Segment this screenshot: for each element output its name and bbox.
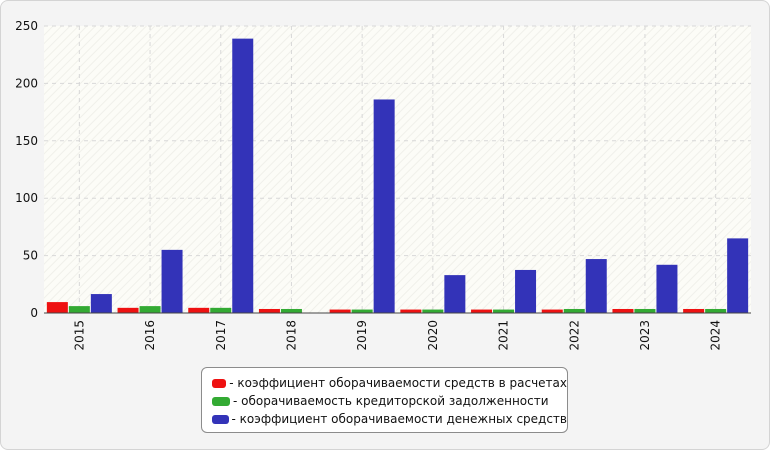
y-tick-label: 50	[23, 249, 38, 263]
bar	[139, 306, 161, 313]
bar	[258, 308, 280, 313]
bar	[612, 308, 634, 313]
x-tick-label: 2019	[355, 320, 369, 351]
bar	[634, 308, 656, 313]
bar	[563, 308, 585, 313]
legend-swatch-blue	[212, 414, 229, 424]
legend-item-cash: - коэффициент оборачиваемости денежных с…	[212, 410, 567, 428]
bar	[68, 306, 90, 313]
x-tick-label: 2022	[567, 320, 581, 351]
legend-label-payables: - оборачиваемость кредиторской задолженн…	[233, 394, 549, 408]
legend-swatch-red	[212, 378, 227, 388]
bar	[705, 308, 727, 313]
bar	[541, 309, 563, 313]
bar	[90, 294, 112, 313]
x-tick-label: 2021	[497, 320, 511, 351]
bar	[188, 307, 210, 313]
x-tick-label: 2024	[709, 320, 723, 351]
y-tick-label: 250	[15, 19, 38, 33]
bar	[280, 308, 302, 313]
bar	[117, 307, 139, 313]
bar	[210, 307, 232, 313]
bar	[683, 308, 705, 313]
legend-label-cash: - коэффициент оборачиваемости денежных с…	[231, 412, 568, 426]
bar	[656, 264, 678, 313]
y-tick-label: 150	[15, 134, 38, 148]
bar	[515, 269, 537, 313]
x-tick-label: 2018	[284, 320, 298, 351]
bar	[471, 309, 493, 313]
bar	[161, 249, 183, 313]
bar	[232, 38, 254, 314]
bar	[422, 309, 444, 313]
legend-item-payables: - оборачиваемость кредиторской задолженн…	[212, 392, 567, 410]
x-tick-label: 2017	[214, 320, 228, 351]
bar	[727, 238, 749, 313]
chart-legend: - коэффициент оборачиваемости средств в …	[201, 367, 568, 433]
bar	[400, 309, 422, 313]
bar	[493, 309, 515, 313]
bar	[373, 99, 395, 313]
bar	[351, 309, 373, 313]
x-tick-label: 2020	[426, 320, 440, 351]
bar	[329, 309, 351, 313]
legend-item-receivables: - коэффициент оборачиваемости средств в …	[212, 374, 567, 392]
x-tick-label: 2023	[638, 320, 652, 351]
bar	[46, 302, 68, 313]
x-tick-label: 2015	[72, 320, 86, 351]
y-tick-label: 100	[15, 191, 38, 205]
bar	[444, 275, 466, 313]
legend-label-receivables: - коэффициент оборачиваемости средств в …	[229, 376, 567, 390]
x-tick-label: 2016	[143, 320, 157, 351]
y-tick-label: 0	[30, 306, 38, 320]
bar	[585, 259, 607, 313]
legend-swatch-green	[212, 396, 230, 406]
y-tick-label: 200	[15, 76, 38, 90]
